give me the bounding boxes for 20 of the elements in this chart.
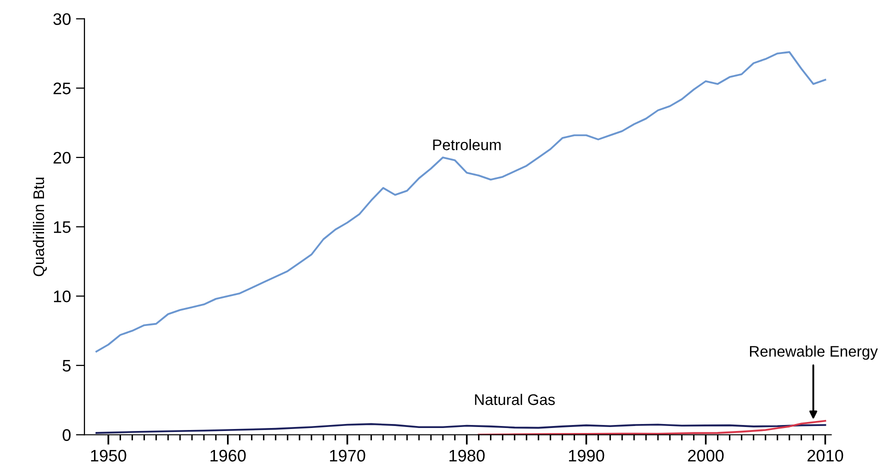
y-tick-label: 30 xyxy=(53,13,71,26)
y-tick-label: 20 xyxy=(54,152,71,164)
x-tick-label: 1950 xyxy=(91,450,126,462)
x-tick-label: 2010 xyxy=(808,450,844,462)
x-tick-label: 1970 xyxy=(330,450,366,462)
x-tick-label: 1990 xyxy=(569,450,604,462)
y-tick-label: 0 xyxy=(62,429,71,441)
y-tick-label: 15 xyxy=(54,221,71,233)
line-series xyxy=(96,423,826,434)
line-series xyxy=(478,420,826,435)
x-tick-label: 1980 xyxy=(450,450,485,462)
y-axis-title: Quadrillion Btu xyxy=(32,178,47,276)
y-tick-label: 25 xyxy=(54,82,71,94)
series-label: Petroleum xyxy=(433,139,501,150)
text: Renewable Energy xyxy=(750,346,878,360)
series-label: Natural Gas xyxy=(475,394,555,406)
y-tick-label: 10 xyxy=(54,290,71,302)
y-tick-label: 5 xyxy=(62,360,71,372)
x-tick-label: 2000 xyxy=(688,450,724,462)
x-tick-label: 1960 xyxy=(210,450,246,462)
